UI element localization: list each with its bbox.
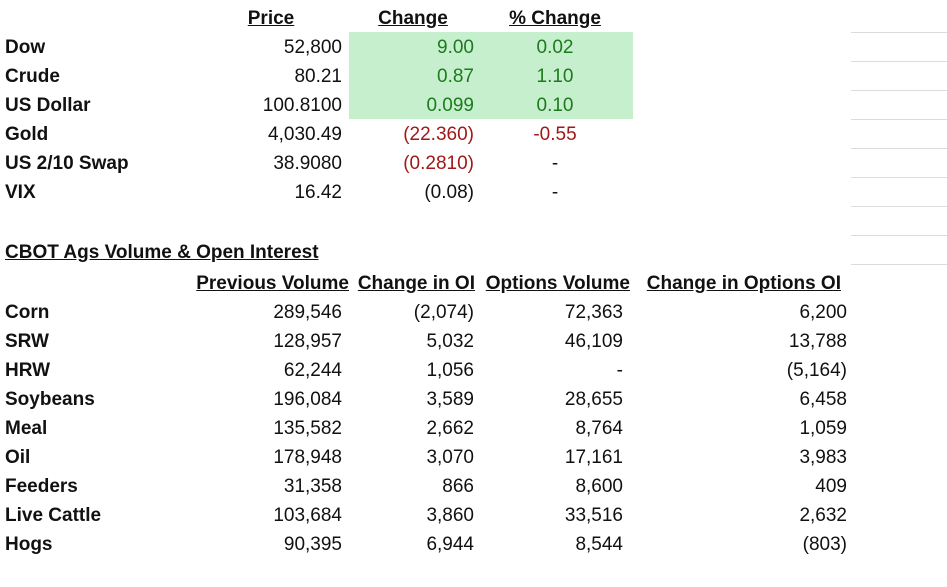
header-pct-change: % Change [509, 8, 601, 29]
cbot-row-previous-volume: 289,546 [273, 302, 342, 323]
market-row-change: 0.87 [437, 66, 474, 87]
gridline [851, 90, 947, 91]
cbot-row-change-in-oi: 3,070 [426, 447, 474, 468]
cbot-row-change-in-oi: 5,032 [426, 331, 474, 352]
cbot-row-options-volume: 8,600 [575, 476, 623, 497]
market-row-price: 80.21 [294, 66, 342, 87]
cbot-row-options-volume: 33,516 [564, 505, 623, 526]
cbot-row-change-in-options-oi: 6,200 [799, 302, 847, 323]
market-row-name: US 2/10 Swap [5, 153, 129, 174]
cbot-row-name: HRW [5, 360, 51, 381]
cbot-row-change-in-oi: 3,589 [426, 389, 474, 410]
header-change: Change [378, 8, 448, 29]
cbot-row-name: SRW [5, 331, 49, 352]
cbot-row-previous-volume: 90,395 [283, 534, 342, 555]
cbot-row-change-in-options-oi: 1,059 [799, 418, 847, 439]
gridline [851, 61, 947, 62]
cbot-row-options-volume: 28,655 [564, 389, 623, 410]
market-row-pct-change: - [551, 153, 559, 174]
cbot-row-change-in-oi: 3,860 [426, 505, 474, 526]
market-row-price: 38.9080 [273, 153, 342, 174]
gridline [851, 148, 947, 149]
cbot-row-change-in-options-oi: 13,788 [788, 331, 847, 352]
cbot-row-change-in-options-oi: 6,458 [799, 389, 847, 410]
cbot-row-previous-volume: 62,244 [283, 360, 342, 381]
market-row-name: Crude [5, 66, 60, 87]
cbot-row-options-volume: 8,764 [575, 418, 623, 439]
cbot-row-change-in-options-oi: (803) [802, 534, 847, 555]
cbot-row-change-in-options-oi: 409 [815, 476, 847, 497]
cbot-row-change-in-oi: (2,074) [413, 302, 474, 323]
market-row-price: 4,030.49 [268, 124, 342, 145]
cbot-row-change-in-options-oi: (5,164) [786, 360, 847, 381]
cbot-row-options-volume: 8,544 [575, 534, 623, 555]
cbot-row-change-in-oi: 2,662 [426, 418, 474, 439]
cbot-row-options-volume: - [616, 360, 623, 381]
market-row-price: 100.8100 [262, 95, 342, 116]
cbot-row-change-in-options-oi: 2,632 [799, 505, 847, 526]
gridline [851, 177, 947, 178]
cbot-row-name: Hogs [5, 534, 53, 555]
cbot-row-name: Feeders [5, 476, 78, 497]
cbot-row-name: Soybeans [5, 389, 95, 410]
cbot-row-options-volume: 72,363 [564, 302, 623, 323]
cbot-row-change-in-oi: 1,056 [426, 360, 474, 381]
market-row-pct-change: 1.10 [536, 66, 574, 87]
market-row-name: Dow [5, 37, 46, 58]
cbot-row-name: Live Cattle [5, 505, 102, 526]
header-previous-volume: Previous Volume [196, 273, 349, 294]
gridline [851, 235, 947, 236]
market-row-name: VIX [5, 182, 36, 203]
cbot-row-previous-volume: 178,948 [273, 447, 342, 468]
cbot-row-change-in-oi: 866 [442, 476, 474, 497]
cbot-row-name: Corn [5, 302, 50, 323]
market-row-change: (0.2810) [403, 153, 474, 174]
gridline [851, 119, 947, 120]
market-row-pct-change: -0.55 [533, 124, 577, 145]
cbot-row-options-volume: 17,161 [564, 447, 623, 468]
header-change-in-options-oi: Change in Options OI [646, 273, 841, 294]
gridline [851, 264, 947, 265]
cbot-row-previous-volume: 135,582 [273, 418, 342, 439]
market-row-change: 9.00 [437, 37, 474, 58]
cbot-row-name: Oil [5, 447, 31, 468]
header-options-volume: Options Volume [485, 273, 630, 294]
cbot-row-name: Meal [5, 418, 48, 439]
cbot-section-title: CBOT Ags Volume & Open Interest [5, 242, 319, 263]
market-row-pct-change: 0.02 [536, 37, 574, 58]
market-row-name: US Dollar [5, 95, 91, 116]
market-row-name: Gold [5, 124, 49, 145]
market-row-price: 16.42 [294, 182, 342, 203]
header-change-in-oi: Change in OI [357, 273, 475, 294]
cbot-row-previous-volume: 196,084 [273, 389, 342, 410]
gridline [851, 32, 947, 33]
header-price: Price [247, 8, 295, 29]
cbot-row-options-volume: 46,109 [564, 331, 623, 352]
cbot-row-previous-volume: 128,957 [273, 331, 342, 352]
market-row-price: 52,800 [283, 37, 342, 58]
market-row-change: (22.360) [403, 124, 474, 145]
market-row-pct-change: - [551, 182, 559, 203]
gridline [851, 206, 947, 207]
cbot-row-change-in-oi: 6,944 [426, 534, 474, 555]
positive-change-highlight [349, 32, 633, 119]
cbot-row-previous-volume: 31,358 [283, 476, 342, 497]
market-row-change: (0.08) [424, 182, 474, 203]
market-row-pct-change: 0.10 [536, 95, 574, 116]
market-row-change: 0.099 [426, 95, 474, 116]
cbot-row-change-in-options-oi: 3,983 [799, 447, 847, 468]
cbot-row-previous-volume: 103,684 [273, 505, 342, 526]
